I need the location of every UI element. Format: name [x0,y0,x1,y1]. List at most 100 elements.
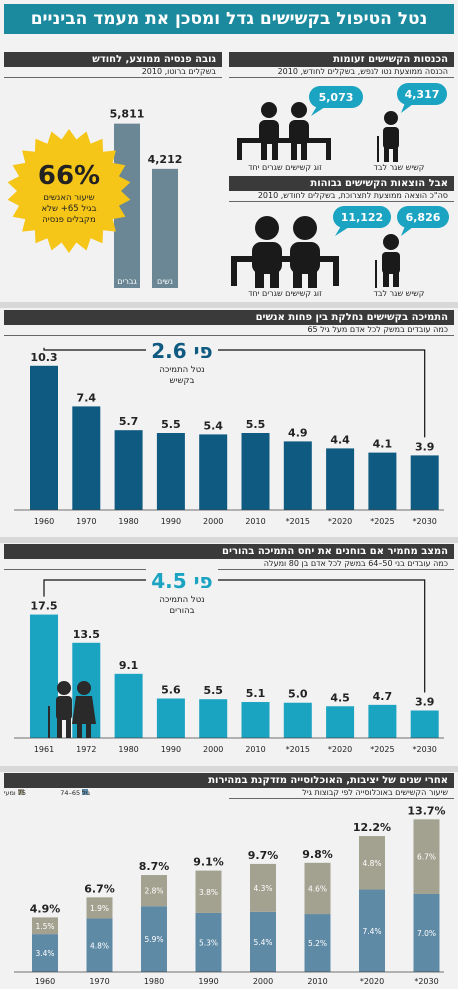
bar-young-2010 [304,914,331,972]
x-tick-*2020: *2020 [328,517,352,526]
x-tick-1960: 1960 [34,517,54,526]
support-subtitle: כמה עובדים במשק לכל אדם מעל גיל 65 [4,324,454,336]
bar-value-2000: 5.4 [203,419,223,432]
callout-bracket [43,347,426,438]
elderly-man-leg-right [66,718,71,738]
badge-text-line2: בגיל 65+ שלא [41,204,96,214]
elderly-man-body [56,696,72,720]
single-income-value: 4,317 [405,88,440,101]
bar-old-value-*2030: 6.7% [417,853,436,862]
bar-old-value-2000: 4.3% [253,884,272,893]
couple-income-label: זוג קשישים שגרים יחד [248,163,322,172]
bar-value-2000: 5.5 [203,684,223,697]
bar-1980 [114,673,143,738]
callout-value: פי 2.6 [151,339,212,363]
bar-old-value-1970: 1.9% [90,904,109,913]
x-tick-2010: 2010 [245,745,265,754]
x-tick-*2030: *2030 [414,977,438,986]
divider-3 [0,766,458,772]
badge-text-line1: שיעור האנשים [43,193,94,203]
bar-value-*2015: 5.0 [288,688,308,701]
callout-value: פי 4.5 [151,569,212,593]
legend-label-young: גיל 65–74 [60,789,90,797]
bar-value-1961: 17.5 [30,600,57,613]
callout-text-line2: בהורים [169,606,194,616]
callout-bg [146,338,218,362]
bar-*2015 [283,441,312,510]
x-tick-2010: 2010 [245,517,265,526]
couple-income-bubble: 5,073 [309,86,363,116]
bar-1990 [156,698,185,738]
bar-2010 [241,433,270,510]
bar-old-value-1980: 2.8% [144,887,163,896]
bar-*2025 [368,704,397,738]
callout-text-line1: נטל התמיכה [159,595,204,605]
bar-1960 [30,365,58,510]
bar-young-2000 [250,911,276,972]
bar-2000 [199,699,228,738]
elderly-woman-leg-right [86,722,91,738]
bar-old-value-2010: 4.6% [308,884,327,893]
parents-title: המצב מחמיר אם בוחנים את יחס התמיכה בהורי… [4,544,454,559]
support-title: התמיכה בקשישים נחלקת בין פחות אנשים [4,310,454,325]
pension-bar-category-1: נשים [157,277,173,286]
bar-*2015 [283,702,312,738]
bar-1980 [114,430,143,510]
bar-value-*2015: 4.9 [288,426,308,439]
callout-bracket [43,579,426,693]
parents-chart: 17.5 1961 13.5 1972 9.1 1980 5.6 1990 5.5 2000 5.1… [14,568,444,754]
badge-text-line3: מקבלים פנסיה [42,215,95,225]
x-tick-1990: 1990 [198,977,218,986]
couple-expense-label: זוג קשישים שגרים יחד [248,289,322,298]
expenses-subtitle: סה"כ הוצאה ממוצעת לתצרוכת, בשקלים לחודש,… [229,190,454,202]
x-tick-1990: 1990 [161,517,181,526]
bar-old-*2020 [359,836,385,890]
bar-old-1980 [141,875,167,907]
bar-1990 [156,433,185,510]
bar-1970 [72,406,101,510]
bar-young-value-2010: 5.2% [308,939,327,948]
bar-young-1980 [141,906,167,972]
support-chart: 10.3 1960 7.4 1970 5.7 1980 5.5 1990 5.4 2000 5.5 2… [14,338,444,526]
divider-1 [0,302,458,308]
bar-total-2000: 9.7% [248,849,279,862]
bar-*2020 [326,706,355,738]
bar-young-value-1980: 5.9% [144,935,163,944]
expenses-title: אבל הוצאות הקשישים גבוהות [229,176,454,191]
single-large-icon [375,234,400,288]
elderly-woman-leg-left [77,722,82,738]
x-tick-1970: 1970 [89,977,109,986]
bar-value-1990: 5.6 [161,684,181,697]
elderly-man-head [57,681,71,695]
bar-young-1960 [32,934,58,972]
x-tick-1980: 1980 [118,745,138,754]
bar-young-value-1960: 3.4% [35,949,54,958]
pension-title: גובה פנסיה ממוצע, לחודש [4,52,222,67]
elderly-woman-body [72,696,96,724]
single-income-label: קשיש שגר לבד [374,163,425,172]
x-tick-*2030: *2030 [413,745,437,754]
bar-total-*2020: 12.2% [353,821,391,834]
income-title: הכנסות הקשישים זעומות [229,52,454,67]
callout-text-line1: נטל התמיכה [159,365,204,375]
couple-expense-bubble: 11,122 [333,206,391,236]
bar-value-1980: 5.7 [119,415,139,428]
bar-old-1960 [32,917,58,935]
bar-value-*2020: 4.4 [330,433,350,446]
bar-2010 [241,702,270,738]
bar-value-1972: 13.5 [73,628,100,641]
aging-chart: 75 ומעלה גיל 65–74 3.4% 1.5% 4.9% 1960 4.8% 1.9… [4,789,446,986]
pension-subtitle: בשקלים ברוטו, 2010 [4,66,222,78]
bar-total-2010: 9.8% [302,848,333,861]
bar-young-value-*2030: 7.0% [417,929,436,938]
x-tick-*2020: *2020 [360,977,384,986]
bar-*2030 [410,710,439,738]
bar-value-2010: 5.1 [246,687,266,700]
x-tick-1980: 1980 [118,517,138,526]
pension-bar-value-0: 5,811 [110,108,145,121]
single-income-bubble: 4,317 [397,83,447,113]
x-tick-*2015: *2015 [286,745,310,754]
divider-2 [0,537,458,543]
legend-swatch-old [18,789,24,795]
main-title: נטל הטיפול בקשישים גדל ומסכן את מעמד הבי… [4,4,454,34]
